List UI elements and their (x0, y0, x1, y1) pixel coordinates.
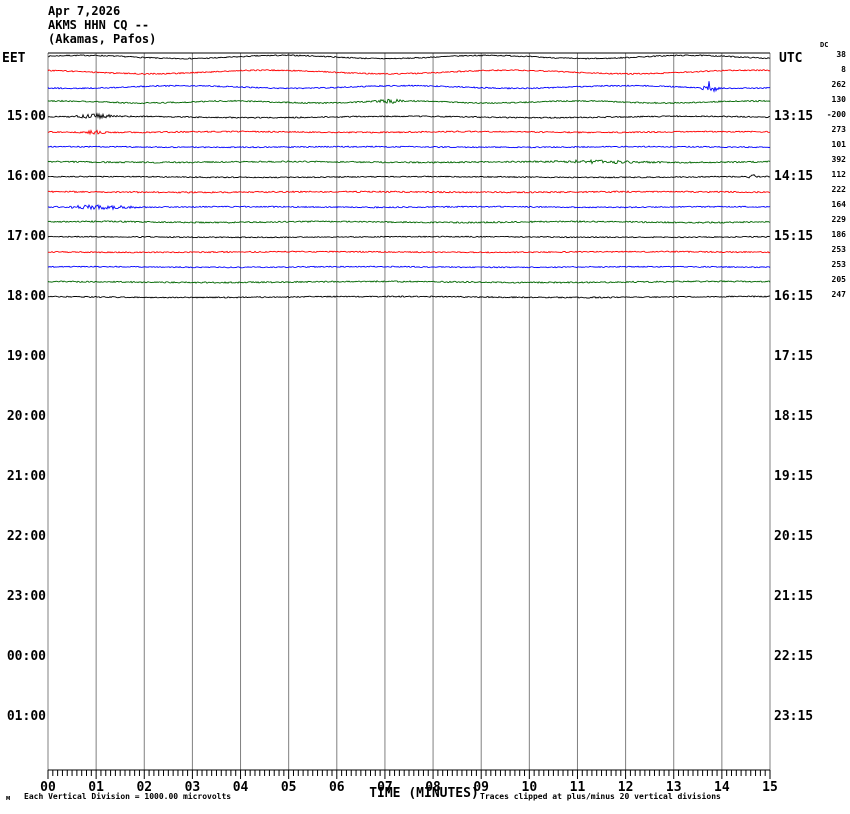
dc-offset-value-row-2: 262 (831, 80, 846, 89)
seismo-trace-row-3-green (47, 98, 771, 105)
utc-hour-label-1815: 18:15 (774, 409, 814, 424)
x-tick-label-15: 15 (762, 780, 778, 795)
dc-offset-value-row-0: 38 (836, 50, 846, 59)
seismo-trace-row-10-blue (47, 204, 771, 211)
eet-hour-label-0100: 01:00 (6, 709, 46, 724)
dc-offset-value-row-3: 130 (831, 95, 846, 104)
utc-hour-label-1615: 16:15 (774, 289, 814, 304)
dc-offset-value-row-16: 247 (831, 290, 846, 299)
dc-offset-value-row-8: 112 (831, 170, 846, 179)
dc-offset-value-row-10: 164 (831, 200, 846, 209)
eet-hour-label-2100: 21:00 (6, 469, 46, 484)
utc-hour-label-2315: 23:15 (774, 709, 814, 724)
utc-hour-label-1415: 14:15 (774, 169, 814, 184)
seismo-trace-row-12-black (47, 235, 771, 239)
eet-hour-label-1700: 17:00 (6, 229, 46, 244)
x-axis-title: TIME (MINUTES) (369, 786, 479, 801)
title-date: Apr 7,2026 (48, 4, 121, 18)
eet-hour-label-0000: 00:00 (6, 649, 46, 664)
corner-mark: м (6, 794, 11, 802)
seismo-trace-row-16-black (47, 295, 771, 299)
x-tick-label-02: 02 (136, 780, 153, 795)
dc-offset-value-row-13: 253 (831, 245, 846, 254)
utc-hour-label-2215: 22:15 (774, 649, 814, 664)
eet-hour-label-1600: 16:00 (6, 169, 46, 184)
dc-offset-value-row-14: 253 (831, 260, 846, 269)
dc-offset-value-row-5: 273 (831, 125, 846, 134)
dc-offset-value-row-9: 222 (831, 185, 846, 194)
x-tick-label-00: 00 (40, 780, 56, 795)
utc-hour-label-2015: 20:15 (774, 529, 814, 544)
seismo-trace-row-4-black (47, 112, 770, 120)
seismo-trace-row-9-red (47, 190, 771, 194)
utc-hour-label-1515: 15:15 (774, 229, 814, 244)
seismo-trace-row-14-blue (47, 265, 771, 269)
dc-offset-value-row-7: 392 (831, 155, 846, 164)
x-tick-label-10: 10 (521, 780, 538, 795)
title-station: AKMS HHN CQ -- (48, 18, 150, 32)
x-tick-label-03: 03 (184, 780, 201, 795)
utc-hour-label-1315: 13:15 (774, 109, 814, 124)
title-location: (Akamas, Pafos) (48, 32, 157, 46)
seismo-trace-row-1-red (47, 69, 771, 75)
seismo-trace-row-7-green (47, 158, 771, 165)
seismo-trace-row-11-green (47, 220, 771, 224)
dc-offset-value-row-15: 205 (831, 275, 846, 284)
x-tick-label-13: 13 (665, 780, 682, 795)
right-axis-title-utc: UTC (779, 51, 803, 66)
eet-hour-label-1900: 19:00 (6, 349, 46, 364)
eet-hour-label-2200: 22:00 (6, 529, 46, 544)
x-tick-label-12: 12 (617, 780, 634, 795)
seismo-trace-row-0-black (47, 54, 771, 60)
x-tick-label-11: 11 (569, 780, 586, 795)
x-tick-label-14: 14 (714, 780, 730, 795)
x-tick-label-06: 06 (328, 780, 345, 795)
seismo-trace-row-6-blue (47, 145, 771, 149)
x-tick-label-07: 07 (377, 780, 393, 795)
eet-hour-label-1500: 15:00 (6, 109, 46, 124)
dc-offset-value-row-6: 101 (831, 140, 846, 149)
left-axis-title-eet: EET (2, 51, 26, 66)
utc-hour-label-1915: 19:15 (774, 469, 814, 484)
eet-hour-label-2000: 20:00 (6, 409, 46, 424)
x-tick-label-01: 01 (88, 780, 104, 795)
seismo-trace-row-2-blue (47, 81, 771, 93)
dc-offset-value-row-12: 186 (831, 230, 846, 239)
seismo-trace-row-8-black (47, 173, 771, 179)
seismo-trace-row-5-red (47, 129, 770, 136)
dc-offset-value-row-11: 229 (831, 215, 846, 224)
eet-hour-label-1800: 18:00 (6, 289, 46, 304)
seismo-trace-row-13-red (47, 250, 771, 254)
vertical-division-note: Each Vertical Division = 1000.00 microvo… (24, 792, 232, 801)
utc-hour-label-2115: 21:15 (774, 589, 814, 604)
x-tick-label-05: 05 (280, 780, 297, 795)
x-tick-label-04: 04 (232, 780, 249, 795)
x-tick-label-09: 09 (473, 780, 490, 795)
dc-offset-value-row-4: -200 (826, 110, 846, 119)
seismo-trace-row-15-green (47, 280, 771, 284)
utc-hour-label-1715: 17:15 (774, 349, 814, 364)
clipping-note: Traces clipped at plus/minus 20 vertical… (480, 792, 721, 801)
x-tick-label-08: 08 (425, 780, 441, 795)
eet-hour-label-2300: 23:00 (6, 589, 46, 604)
dc-offset-value-row-1: 8 (841, 65, 846, 74)
dc-offset-header: DC (820, 41, 829, 49)
